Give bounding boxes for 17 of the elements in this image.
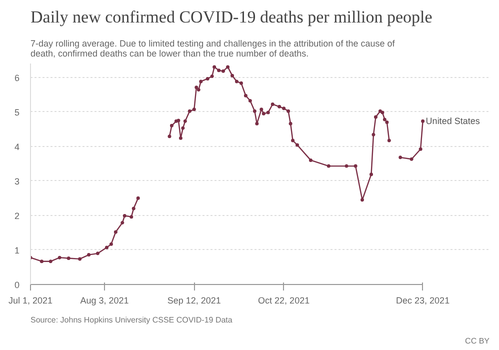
y-tick-label: 5 (14, 107, 20, 118)
text: CC BY (465, 336, 490, 346)
y-tick-label: 4 (14, 142, 20, 152)
chart-subtitle: 7-day rolling average. Due to limited testing and challenges in the attribution of the cause of death, confirmed deaths can be lower than the true number of deaths. (30, 38, 396, 58)
y-tick-label: 0 (14, 280, 20, 290)
x-tick-label: Oct 22, 2021 (258, 296, 310, 306)
y-tick-label: 2 (14, 210, 20, 221)
x-tick-label: Dec 23, 2021 (396, 296, 450, 306)
y-tick-label: 3 (14, 176, 20, 186)
source-note: Source: Johns Hopkins University CSSE COVID-19 Data (30, 316, 233, 324)
x-tick-label: Sep 12, 2021 (167, 296, 221, 306)
series-label: United States (426, 116, 480, 126)
chart-title: Daily new confirmed COVID-19 deaths per million people (30, 8, 432, 26)
x-tick-label: Aug 3, 2021 (80, 296, 129, 306)
y-tick-label: 6 (14, 72, 20, 83)
x-tick-label: Jul 1, 2021 (8, 296, 53, 306)
y-tick-label: 1 (14, 245, 20, 256)
